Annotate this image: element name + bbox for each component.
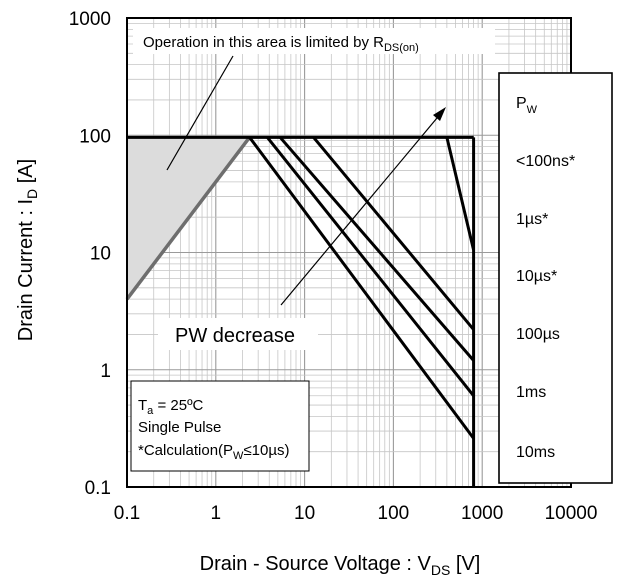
legend-entry: 10µs* xyxy=(516,268,557,285)
x-tick-label: 10 xyxy=(294,503,315,524)
legend-entry: 100µs xyxy=(516,326,560,343)
conditions-box: Ta = 25ºC Single Pulse *Calculation(PW≤1… xyxy=(130,380,310,472)
limit-lines xyxy=(125,135,476,487)
rds-annotation: Operation in this area is limited by RDS… xyxy=(133,28,495,171)
pulse-line xyxy=(312,136,475,331)
rds-on-limit-line xyxy=(125,136,251,301)
pw-arrow-head xyxy=(433,107,446,121)
tick-labels: 0.1 1 10 100 1000 10000 0.1 1 10 100 1000 xyxy=(69,9,598,524)
pulse-line xyxy=(266,136,475,397)
pw-decrease-annotation: PW decrease xyxy=(158,107,446,350)
x-tick-label: 100 xyxy=(378,503,410,524)
y-axis-label: Drain Current : ID [A] xyxy=(15,159,40,341)
legend-entry: 1ms xyxy=(516,384,546,401)
x-axis-label: Drain - Source Voltage : VDS [V] xyxy=(200,553,481,578)
y-tick-label: 1 xyxy=(100,361,111,382)
y-tick-label: 100 xyxy=(79,126,111,147)
conditions-temp: Ta = 25ºC xyxy=(138,397,204,417)
rds-pointer-line xyxy=(166,55,234,171)
legend-title: PW xyxy=(516,95,538,116)
pw-decrease-label: PW decrease xyxy=(175,325,295,347)
conditions-calc: *Calculation(PW≤10µs) xyxy=(138,442,290,462)
legend: PW <100ns* 1µs* 10µs* 100µs 1ms 10ms xyxy=(498,72,613,484)
pulse-line xyxy=(248,136,475,440)
pulse-line xyxy=(445,136,476,251)
legend-entry: <100ns* xyxy=(516,153,575,170)
y-tick-label: 0.1 xyxy=(85,478,111,499)
legend-entry: 1µs* xyxy=(516,211,548,228)
conditions-pulse: Single Pulse xyxy=(138,419,221,436)
legend-entry: 10ms xyxy=(516,444,555,461)
x-tick-label: 0.1 xyxy=(114,503,140,524)
pulse-line xyxy=(278,136,475,362)
y-tick-label: 1000 xyxy=(69,9,111,30)
pw-arrow-line xyxy=(280,111,443,306)
x-tick-label: 10000 xyxy=(545,503,598,524)
rds-annotation-text: Operation in this area is limited by RDS… xyxy=(143,34,419,54)
x-tick-label: 1 xyxy=(211,503,222,524)
pulse-series xyxy=(248,135,476,440)
y-tick-label: 10 xyxy=(90,244,111,265)
x-tick-label: 1000 xyxy=(461,503,503,524)
